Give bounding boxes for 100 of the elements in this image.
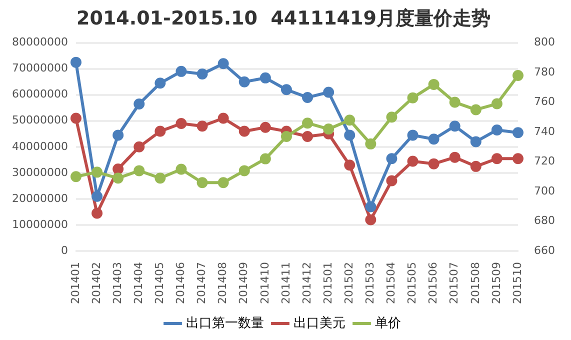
- point: [512, 127, 524, 138]
- point: [176, 118, 187, 129]
- point: [344, 114, 356, 126]
- y2-tick-label: 780: [534, 65, 556, 78]
- x-tick-label: 201505: [406, 262, 419, 304]
- y-tick-label: 30000000: [12, 166, 68, 179]
- legend-label: 单价: [374, 316, 401, 331]
- x-tick-label: 201405: [153, 262, 166, 304]
- point: [260, 122, 271, 133]
- y2-tick-label: 760: [534, 95, 556, 108]
- y-tick-label: 10000000: [12, 218, 68, 231]
- legend-label: 出口第一数量: [186, 316, 264, 331]
- point: [428, 134, 440, 145]
- point: [280, 84, 292, 96]
- point: [238, 165, 250, 176]
- point: [470, 160, 482, 172]
- point: [365, 214, 376, 226]
- point: [323, 86, 334, 98]
- x-tick-label: 201412: [300, 262, 314, 304]
- point: [407, 92, 418, 104]
- point: [323, 124, 334, 135]
- y-tick-label: 40000000: [12, 140, 68, 153]
- point: [428, 78, 440, 90]
- y-tick-label: 20000000: [12, 192, 68, 205]
- point: [491, 153, 502, 164]
- point: [196, 68, 208, 80]
- point: [92, 208, 103, 219]
- point: [449, 120, 460, 132]
- point: [112, 172, 124, 184]
- chart-title: 2014.01-2015.10 44111419月度量价走势: [76, 7, 490, 30]
- x-tick-label: 201404: [132, 262, 145, 304]
- point: [218, 58, 229, 70]
- x-tick-label: 201507: [448, 262, 461, 304]
- y2-tick-label: 740: [534, 124, 556, 138]
- y2-tick-label: 800: [534, 36, 556, 49]
- point: [491, 124, 502, 136]
- point: [302, 130, 314, 142]
- point: [218, 112, 229, 124]
- point: [92, 190, 103, 202]
- point: [176, 164, 187, 175]
- point: [470, 104, 482, 116]
- x-tick-label: 201411: [279, 262, 292, 304]
- x-tick-label: 201510: [510, 262, 524, 304]
- point: [154, 78, 166, 89]
- point: [302, 92, 314, 103]
- point: [70, 112, 82, 124]
- x-tick-label: 201509: [490, 262, 503, 304]
- legend-label: 出口美元: [293, 314, 346, 331]
- x-tick-label: 201401: [68, 262, 82, 304]
- y-tick-label: 60000000: [12, 88, 68, 101]
- x-tick-label: 201410: [258, 262, 272, 304]
- x-tick-label: 201504: [384, 262, 398, 304]
- point: [386, 175, 398, 186]
- point: [470, 136, 482, 148]
- y-tick-label: 80000000: [12, 36, 68, 49]
- point: [238, 76, 250, 88]
- point: [154, 126, 166, 137]
- point: [512, 70, 524, 82]
- point: [112, 130, 124, 141]
- point: [386, 112, 398, 123]
- x-tick-label: 201502: [342, 262, 356, 304]
- x-tick-label: 201402: [90, 262, 103, 304]
- point: [134, 165, 145, 176]
- point: [218, 177, 229, 188]
- point: [428, 158, 440, 170]
- point: [92, 166, 103, 178]
- point: [238, 126, 250, 137]
- x-tick-label: 201407: [195, 262, 208, 304]
- x-tick-label: 201503: [364, 262, 377, 304]
- point: [407, 130, 418, 141]
- point: [407, 156, 418, 167]
- x-tick-label: 201508: [468, 262, 482, 304]
- point: [365, 201, 376, 212]
- point: [196, 120, 208, 132]
- point: [344, 160, 356, 171]
- point: [154, 172, 166, 184]
- point: [512, 153, 524, 164]
- x-tick-label: 201409: [237, 262, 250, 304]
- point: [280, 130, 292, 142]
- point: [260, 153, 271, 164]
- point: [302, 118, 314, 129]
- point: [196, 177, 208, 188]
- point: [112, 164, 124, 175]
- x-tick-label: 201506: [426, 262, 440, 304]
- x-tick-label: 201403: [110, 262, 124, 304]
- point: [449, 96, 460, 108]
- x-tick-label: 201406: [174, 262, 188, 304]
- x-tick-label: 201408: [216, 262, 230, 304]
- y2-tick-label: 660: [534, 244, 556, 257]
- point: [491, 98, 502, 110]
- x-tick-label: 201501: [321, 262, 334, 304]
- y-tick-label: 50000000: [12, 114, 68, 127]
- point: [344, 130, 356, 141]
- point: [260, 72, 271, 84]
- point: [386, 153, 398, 164]
- point: [365, 138, 376, 150]
- point: [134, 141, 145, 152]
- point: [176, 66, 187, 77]
- point: [449, 152, 460, 163]
- point: [70, 56, 82, 68]
